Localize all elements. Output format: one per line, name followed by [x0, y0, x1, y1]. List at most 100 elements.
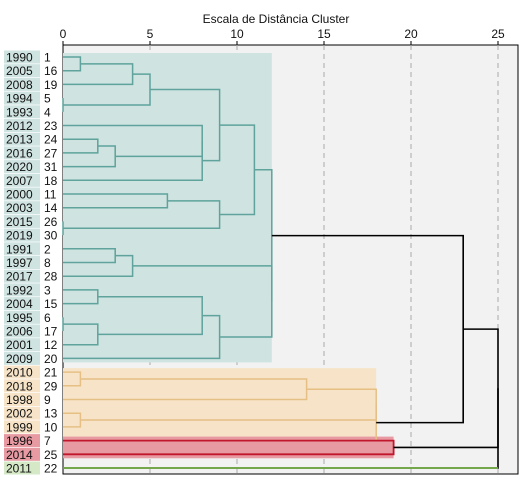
case-label: 12 — [44, 338, 58, 352]
year-label: 2003 — [6, 201, 33, 215]
year-label-bg — [4, 132, 40, 146]
cluster-region-red — [63, 436, 394, 459]
x-tick-label: 25 — [491, 27, 505, 41]
year-label-bg — [4, 214, 40, 228]
case-label: 30 — [44, 229, 58, 243]
case-label: 5 — [44, 92, 51, 106]
year-label-bg — [4, 256, 40, 269]
dendrogram-link — [132, 265, 273, 338]
dendrogram-link — [254, 169, 273, 302]
case-label: 3 — [44, 283, 51, 297]
year-label-bg — [4, 146, 40, 160]
case-label: 18 — [44, 174, 58, 188]
year-label-bg — [4, 187, 40, 201]
case-label: 15 — [44, 297, 58, 311]
case-label: 31 — [44, 160, 58, 174]
year-label-bg — [4, 91, 40, 105]
year-label-bg — [4, 461, 40, 475]
year-label-bg — [4, 283, 40, 297]
year-label-bg — [4, 297, 40, 311]
year-label-bg — [4, 434, 40, 448]
year-label-bg — [4, 119, 40, 132]
year-label: 2020 — [6, 160, 33, 174]
case-label: 28 — [44, 270, 58, 284]
year-label-bg — [4, 228, 40, 242]
year-label: 2009 — [6, 352, 33, 366]
case-label: 10 — [44, 420, 58, 434]
case-label: 24 — [44, 133, 58, 147]
year-label: 2007 — [6, 174, 33, 188]
year-label-bg — [4, 379, 40, 393]
x-tick-label: 5 — [147, 27, 154, 41]
year-label-bg — [4, 50, 40, 64]
year-label: 1994 — [6, 92, 33, 106]
year-label-bg — [4, 201, 40, 215]
year-label-bg — [4, 269, 40, 283]
case-label: 8 — [44, 256, 51, 270]
year-label: 2011 — [6, 462, 32, 476]
year-label: 2018 — [6, 379, 33, 393]
year-label: 2002 — [6, 407, 33, 421]
year-label-bg — [4, 406, 40, 420]
year-label: 1996 — [6, 434, 33, 448]
x-tick-label: 20 — [404, 27, 418, 41]
dendrogram-link — [63, 140, 203, 182]
year-label: 2000 — [6, 188, 33, 202]
year-label-bg — [4, 77, 40, 91]
year-label: 2013 — [6, 133, 33, 147]
x-tick-label: 10 — [230, 27, 244, 41]
year-label-bg — [4, 351, 40, 365]
case-label: 22 — [44, 462, 58, 476]
case-label: 29 — [44, 379, 58, 393]
year-label-bg — [4, 242, 40, 256]
year-label-bg — [4, 324, 40, 338]
cluster-region-orange — [63, 368, 377, 445]
case-label: 4 — [44, 105, 51, 119]
case-label: 20 — [44, 352, 58, 366]
case-label: 13 — [44, 407, 58, 421]
year-label: 1997 — [6, 256, 33, 270]
year-label-bg — [4, 160, 40, 174]
year-label: 2016 — [6, 146, 33, 160]
year-label: 2005 — [6, 64, 33, 78]
year-label: 2008 — [6, 78, 33, 92]
year-label-bg — [4, 105, 40, 119]
case-label: 9 — [44, 393, 51, 407]
year-label-bg — [4, 64, 40, 78]
year-label: 1990 — [6, 51, 33, 65]
year-label-bg — [4, 365, 40, 379]
case-label: 26 — [44, 215, 58, 229]
year-label-bg — [4, 310, 40, 324]
case-label: 23 — [44, 119, 58, 133]
year-label: 2014 — [6, 448, 33, 462]
year-label: 2006 — [6, 325, 33, 339]
year-label: 1995 — [6, 311, 33, 325]
x-tick-label: 15 — [317, 27, 331, 41]
year-label: 1999 — [6, 420, 33, 434]
year-label: 2004 — [6, 297, 33, 311]
year-label: 2019 — [6, 229, 33, 243]
year-label-bg — [4, 173, 40, 187]
year-label-bg — [4, 447, 40, 461]
year-label: 1993 — [6, 105, 33, 119]
year-label: 1992 — [6, 283, 33, 297]
case-label: 6 — [44, 311, 51, 325]
year-label: 2010 — [6, 366, 33, 380]
year-label-bg — [4, 393, 40, 406]
year-label: 1991 — [6, 242, 33, 256]
year-label: 2017 — [6, 270, 33, 284]
year-label: 2001 — [6, 338, 33, 352]
case-label: 17 — [44, 325, 58, 339]
case-label: 14 — [44, 201, 58, 215]
year-label: 2012 — [6, 119, 33, 133]
case-label: 16 — [44, 64, 58, 78]
year-label: 1998 — [6, 393, 33, 407]
year-label: 2015 — [6, 215, 33, 229]
year-label-bg — [4, 338, 40, 352]
case-label: 27 — [44, 146, 58, 160]
x-tick-label: 0 — [60, 27, 67, 41]
case-label: 11 — [44, 188, 57, 202]
case-label: 2 — [44, 242, 51, 256]
